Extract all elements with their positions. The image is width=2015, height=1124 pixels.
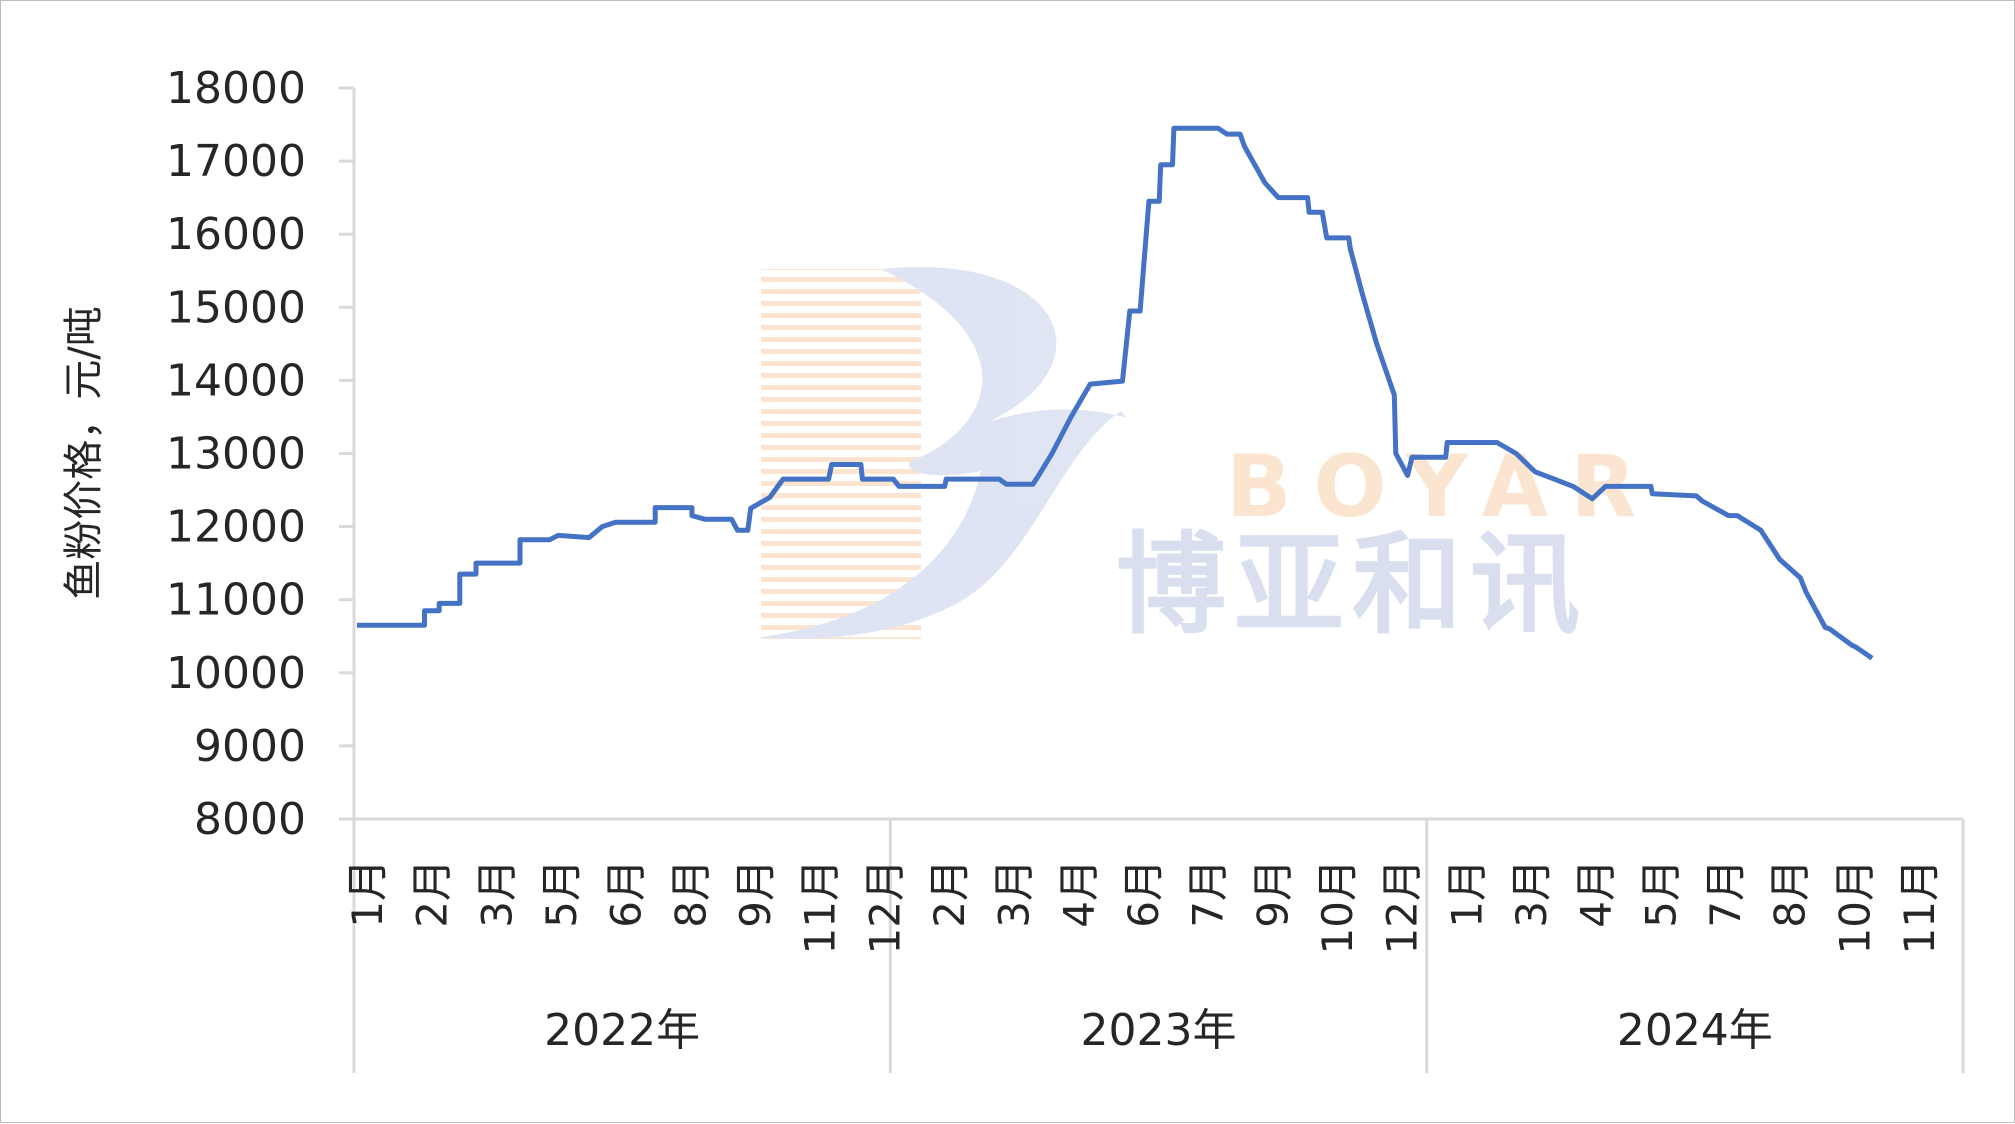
axes (339, 86, 1965, 1073)
x-month-labels: 1月 2月 3月 5月 6月 8月 9月 11月 12月 2月 3月 4月 6月 7月 9月 10月 12月 1月… (343, 859, 1944, 954)
x-month-label: 4月 (1054, 859, 1103, 928)
y-tick-label: 18000 (166, 63, 306, 114)
logo-stripes-icon (761, 269, 921, 639)
x-month-label: 7月 (1184, 859, 1233, 928)
y-tick-label: 9000 (194, 721, 306, 772)
x-month-label: 12月 (1378, 859, 1427, 954)
logo-bird-icon (761, 267, 1126, 639)
x-month-label: 5月 (1636, 859, 1685, 928)
x-year-label: 2024年 (1617, 1005, 1773, 1056)
boyar-watermark-logo: BOYAR 博亚和讯 (761, 267, 1636, 649)
y-tick-label: 10000 (166, 648, 306, 699)
y-tick-label: 11000 (166, 575, 306, 626)
x-month-label: 7月 (1701, 859, 1750, 928)
y-tick-label: 14000 (166, 355, 306, 406)
fishmeal-price-line (356, 125, 1874, 661)
y-axis-title: 鱼粉价格，元/吨 (61, 306, 107, 599)
x-month-label: 3月 (1507, 859, 1556, 928)
y-tick-label: 17000 (166, 136, 306, 187)
y-tick-label: 15000 (166, 282, 306, 333)
x-year-label: 2022年 (544, 1005, 700, 1056)
x-month-label: 11月 (796, 859, 845, 954)
x-month-label: 2月 (925, 859, 974, 928)
x-month-label: 8月 (666, 859, 715, 928)
x-month-label: 2月 (408, 859, 457, 928)
x-month-label: 12月 (860, 859, 909, 954)
x-month-label: 6月 (1119, 859, 1168, 928)
y-tick-label: 12000 (166, 502, 306, 553)
x-month-label: 10月 (1830, 859, 1879, 954)
y-tick-label: 16000 (166, 209, 306, 260)
x-month-label: 10月 (1313, 859, 1362, 954)
x-year-labels: 2022年 2023年 2024年 (544, 1005, 1773, 1056)
x-month-label: 9月 (1248, 859, 1297, 928)
x-year-label: 2023年 (1081, 1005, 1237, 1056)
x-month-label: 3月 (990, 859, 1039, 928)
y-tick-label: 8000 (194, 794, 306, 845)
x-month-label: 4月 (1572, 859, 1621, 928)
x-month-label: 9月 (731, 859, 780, 928)
y-tick-labels: 8000 9000 10000 11000 12000 13000 14000 15000 16… (166, 63, 306, 845)
x-month-label: 3月 (472, 859, 521, 928)
x-month-label: 8月 (1766, 859, 1815, 928)
x-month-label: 6月 (602, 859, 651, 928)
x-month-label: 1月 (1442, 859, 1491, 928)
x-month-label: 11月 (1895, 859, 1944, 954)
y-tick-label: 13000 (166, 429, 306, 480)
x-month-label: 5月 (537, 859, 586, 928)
watermark-text-cn: 博亚和讯 (1116, 521, 1588, 649)
x-month-label: 1月 (343, 859, 392, 928)
